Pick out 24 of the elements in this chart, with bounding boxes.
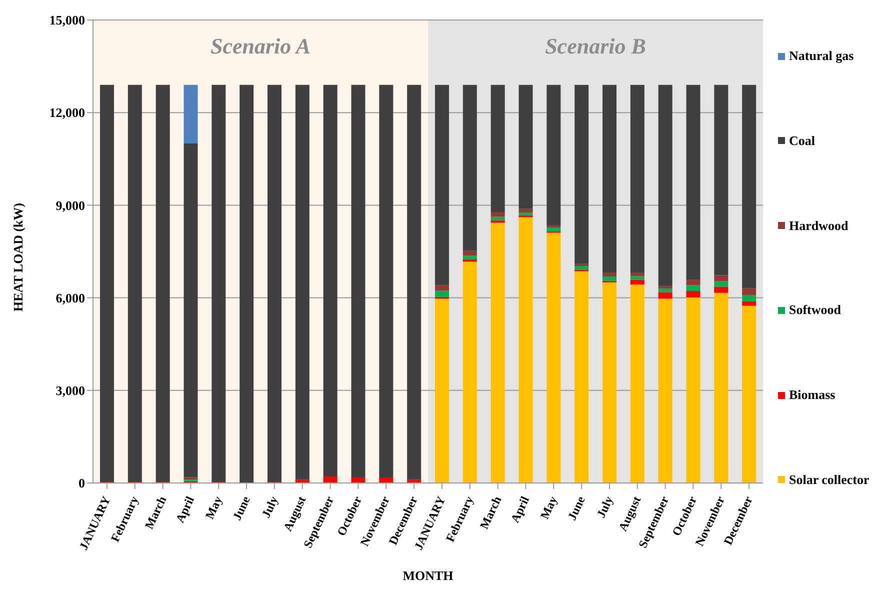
- x-tick-label: June: [564, 493, 588, 522]
- legend-label: Coal: [789, 132, 815, 149]
- y-tick-label: 6,000: [56, 290, 85, 306]
- x-tick-label: July: [594, 494, 616, 520]
- legend-label: Softwood: [789, 302, 842, 318]
- legend-label: Solar collector: [789, 472, 870, 488]
- legend-label: Natural gas: [789, 48, 854, 64]
- y-tick-label: 0: [78, 476, 85, 491]
- x-axis-title: MONTH: [402, 568, 454, 583]
- y-tick-label: 12,000: [49, 105, 85, 120]
- x-tick-label: April: [508, 493, 532, 525]
- x-tick-label: May: [202, 494, 225, 522]
- legend-label: Biomass: [789, 387, 836, 404]
- x-tick-label: June: [230, 493, 254, 522]
- y-tick-label: 9,000: [56, 198, 85, 213]
- legend-label: Hardwood: [789, 218, 848, 234]
- y-tick-label: 3,000: [56, 383, 85, 398]
- x-tick-label: April: [172, 493, 198, 525]
- y-tick-label: 15,000: [49, 12, 85, 28]
- annotation: Scenario B: [545, 34, 646, 59]
- x-tick-label: May: [537, 494, 560, 522]
- x-tick-label: July: [258, 494, 281, 520]
- y-axis-title: HEAT LOAD (kW): [10, 202, 26, 312]
- annotation: Scenario A: [210, 34, 311, 59]
